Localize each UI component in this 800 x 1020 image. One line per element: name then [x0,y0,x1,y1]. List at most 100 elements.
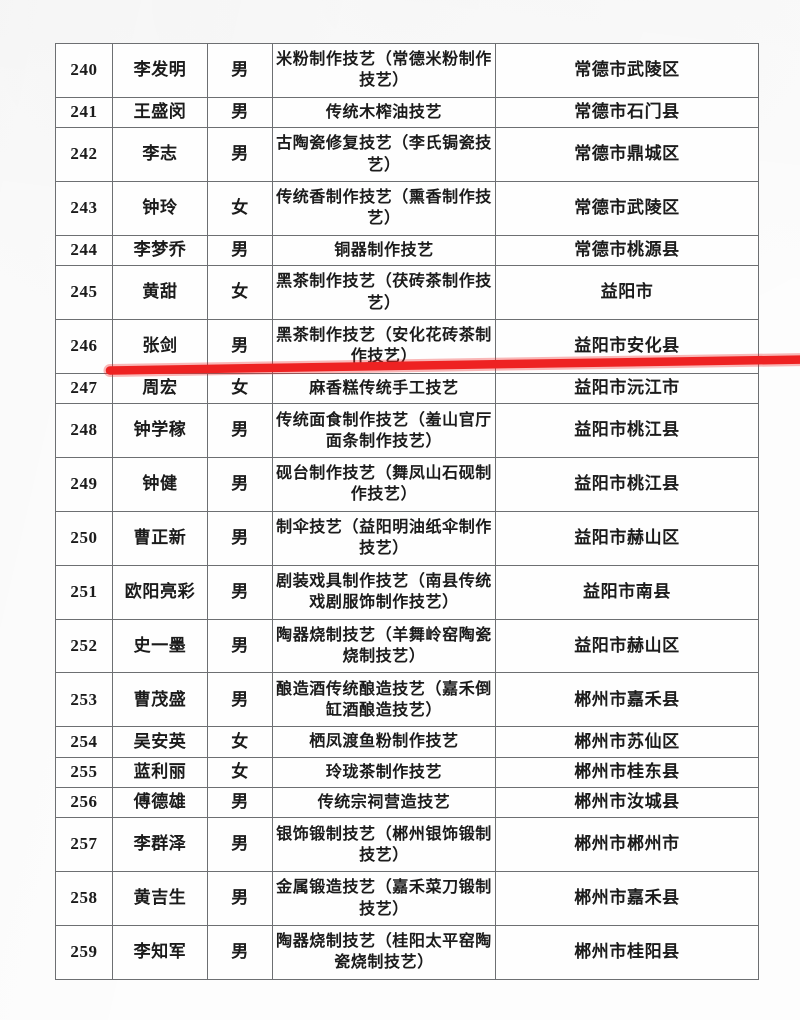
project-name: 米粉制作技艺（常德米粉制作技艺） [272,43,496,98]
sequence-number: 252 [55,618,113,674]
declaring-region: 郴州市桂东县 [495,756,759,788]
gender: 女 [207,726,273,758]
inheritor-name: 史一墨 [112,618,208,674]
sequence-number: 246 [55,319,113,374]
table-row: 246 张剑男黑茶制作技艺（安化花砖茶制作技艺） 益阳市安化县 [55,319,759,374]
declaring-region: 益阳市 [495,265,759,321]
inheritor-name: 钟玲 [112,181,208,236]
gender: 男 [207,786,273,819]
declaring-region: 常德市武陵区 [495,181,759,236]
gender: 男 [207,510,273,566]
inheritor-name: 李群泽 [112,817,208,873]
gender: 男 [207,871,273,926]
gender: 男 [207,618,273,674]
declaring-region: 常德市武陵区 [495,43,759,98]
sequence-number: 249 [55,457,113,512]
gender: 男 [207,564,273,620]
table-row: 254 吴安英女栖凤渡鱼粉制作技艺 郴州市苏仙区 [55,726,759,758]
table-row: 258 黄吉生男金属锻造技艺（嘉禾菜刀锻制技艺） 郴州市嘉禾县 [55,871,759,926]
gender: 男 [207,924,273,981]
declaring-region: 常德市桃源县 [495,234,759,267]
declaring-region: 常德市石门县 [495,96,759,129]
declaring-region: 郴州市嘉禾县 [495,871,759,926]
gender: 女 [207,756,273,788]
table-row: 244 李梦乔男铜器制作技艺 常德市桃源县 [55,234,759,267]
project-name: 金属锻造技艺（嘉禾菜刀锻制技艺） [272,871,496,926]
inheritor-name: 李知军 [112,924,208,981]
project-name: 玲珑茶制作技艺 [272,756,496,788]
table-row: 249 钟健男砚台制作技艺（舞凤山石砚制作技艺） 益阳市桃江县 [55,457,759,512]
sequence-number: 254 [55,726,113,758]
table-row: 257 李群泽男银饰锻制技艺（郴州银饰锻制技艺） 郴州市郴州市 [55,817,759,873]
declaring-region: 益阳市赫山区 [495,510,759,566]
project-name: 栖凤渡鱼粉制作技艺 [272,726,496,758]
sequence-number: 247 [55,372,113,405]
project-name: 传统香制作技艺（熏香制作技艺） [272,181,496,236]
sequence-number: 241 [55,96,113,129]
table-row: 248 钟学稼男传统面食制作技艺（羞山官厅面条制作技艺） 益阳市桃江县 [55,403,759,459]
inheritor-name: 黄吉生 [112,871,208,926]
project-name: 陶器烧制技艺（桂阳太平窑陶瓷烧制技艺） [272,924,496,981]
project-name: 传统木榨油技艺 [272,96,496,129]
roster-table-body: 240 李发明男米粉制作技艺（常德米粉制作技艺） 常德市武陵区 241 王盛闵男传统木榨… [55,43,759,981]
declaring-region: 益阳市沅江市 [495,372,759,405]
inheritor-name: 李志 [112,127,208,183]
sequence-number: 242 [55,127,113,183]
declaring-region: 益阳市南县 [495,564,759,620]
declaring-region: 郴州市嘉禾县 [495,672,759,728]
roster-table-container: 240 李发明男米粉制作技艺（常德米粉制作技艺） 常德市武陵区 241 王盛闵男传统木榨… [55,43,800,981]
table-row: 243 钟玲女传统香制作技艺（熏香制作技艺） 常德市武陵区 [55,181,759,236]
gender: 男 [207,403,273,459]
inheritor-name: 黄甜 [112,265,208,321]
table-row: 253 曹茂盛男酿造酒传统酿造技艺（嘉禾倒缸酒酿造技艺） 郴州市嘉禾县 [55,672,759,728]
project-name: 砚台制作技艺（舞凤山石砚制作技艺） [272,457,496,512]
sequence-number: 243 [55,181,113,236]
inheritor-name: 钟学稼 [112,403,208,459]
gender: 女 [207,265,273,321]
project-name: 银饰锻制技艺（郴州银饰锻制技艺） [272,817,496,873]
gender: 男 [207,457,273,512]
declaring-region: 益阳市桃江县 [495,457,759,512]
gender: 男 [207,127,273,183]
sequence-number: 255 [55,756,113,788]
sequence-number: 248 [55,403,113,459]
gender: 男 [207,817,273,873]
inheritor-name: 傅德雄 [112,786,208,819]
project-name: 剧装戏具制作技艺（南县传统戏剧服饰制作技艺） [272,564,496,620]
project-name: 酿造酒传统酿造技艺（嘉禾倒缸酒酿造技艺） [272,672,496,728]
inheritor-name: 张剑 [112,319,208,374]
table-row: 245 黄甜女黑茶制作技艺（茯砖茶制作技艺） 益阳市 [55,265,759,321]
table-row: 251 欧阳亮彩男剧装戏具制作技艺（南县传统戏剧服饰制作技艺） 益阳市南县 [55,564,759,620]
project-name: 麻香糕传统手工技艺 [272,372,496,405]
inheritor-name: 王盛闵 [112,96,208,129]
project-name: 陶器烧制技艺（羊舞岭窑陶瓷烧制技艺） [272,618,496,674]
sequence-number: 251 [55,564,113,620]
table-row: 240 李发明男米粉制作技艺（常德米粉制作技艺） 常德市武陵区 [55,43,759,98]
table-row: 252 史一墨男陶器烧制技艺（羊舞岭窑陶瓷烧制技艺） 益阳市赫山区 [55,618,759,674]
project-name: 传统面食制作技艺（羞山官厅面条制作技艺） [272,403,496,459]
inheritor-name: 李发明 [112,43,208,98]
sequence-number: 257 [55,817,113,873]
sequence-number: 240 [55,43,113,98]
project-name: 制伞技艺（益阳明油纸伞制作技艺） [272,510,496,566]
gender: 男 [207,319,273,374]
sequence-number: 253 [55,672,113,728]
gender: 男 [207,672,273,728]
inheritor-name: 蓝利丽 [112,756,208,788]
declaring-region: 益阳市赫山区 [495,618,759,674]
inheritor-name: 欧阳亮彩 [112,564,208,620]
table-row: 241 王盛闵男传统木榨油技艺 常德市石门县 [55,96,759,129]
project-name: 铜器制作技艺 [272,234,496,267]
gender: 女 [207,372,273,405]
project-name: 传统宗祠营造技艺 [272,786,496,819]
gender: 男 [207,234,273,267]
declaring-region: 郴州市苏仙区 [495,726,759,758]
declaring-region: 常德市鼎城区 [495,127,759,183]
inheritor-name: 周宏 [112,372,208,405]
declaring-region: 郴州市汝城县 [495,786,759,819]
table-row: 256 傅德雄男传统宗祠营造技艺 郴州市汝城县 [55,786,759,819]
project-name: 古陶瓷修复技艺（李氏锔瓷技艺） [272,127,496,183]
table-row: 247 周宏女麻香糕传统手工技艺 益阳市沅江市 [55,372,759,405]
sequence-number: 244 [55,234,113,267]
inheritor-name: 钟健 [112,457,208,512]
